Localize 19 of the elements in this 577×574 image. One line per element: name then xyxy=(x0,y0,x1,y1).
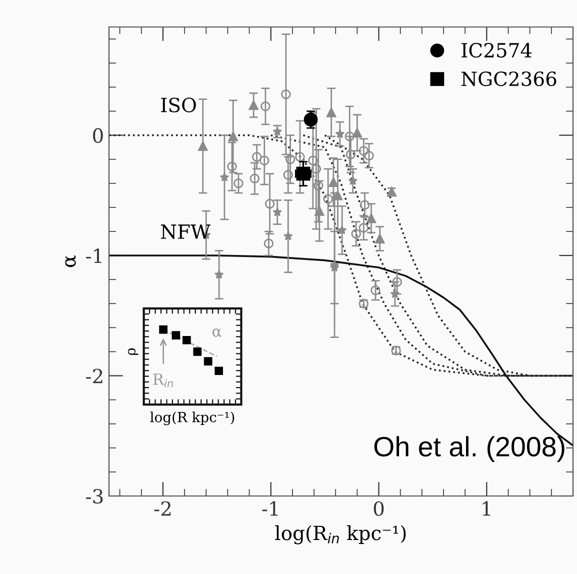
x-axis-title: log(R$_{in}$ kpc⁻¹) xyxy=(275,525,406,544)
annotation: ISO xyxy=(161,98,196,112)
annotation: R$_{in}$ xyxy=(153,374,174,388)
x-tick-label: 1 xyxy=(482,501,490,516)
y-axis-title: α xyxy=(65,255,76,268)
x-tick-label: -2 xyxy=(154,501,171,516)
y-tick-label: -3 xyxy=(86,488,103,504)
y-tick-label: 0 xyxy=(93,128,103,143)
legend-label: IC2574 xyxy=(462,42,532,58)
legend-label: NGC2366 xyxy=(461,71,556,86)
y-tick-label: -1 xyxy=(86,248,102,263)
annotation: Oh et al. (2008) xyxy=(374,436,564,462)
x-tick-label: 0 xyxy=(374,501,384,516)
annotation: ρ xyxy=(128,348,138,355)
annotation: NFW xyxy=(160,224,210,239)
annotation: log(R kpc⁻¹) xyxy=(150,412,234,426)
y-tick-label: -2 xyxy=(86,368,102,384)
x-tick-label: -1 xyxy=(262,501,278,516)
annotation: α xyxy=(212,328,222,337)
